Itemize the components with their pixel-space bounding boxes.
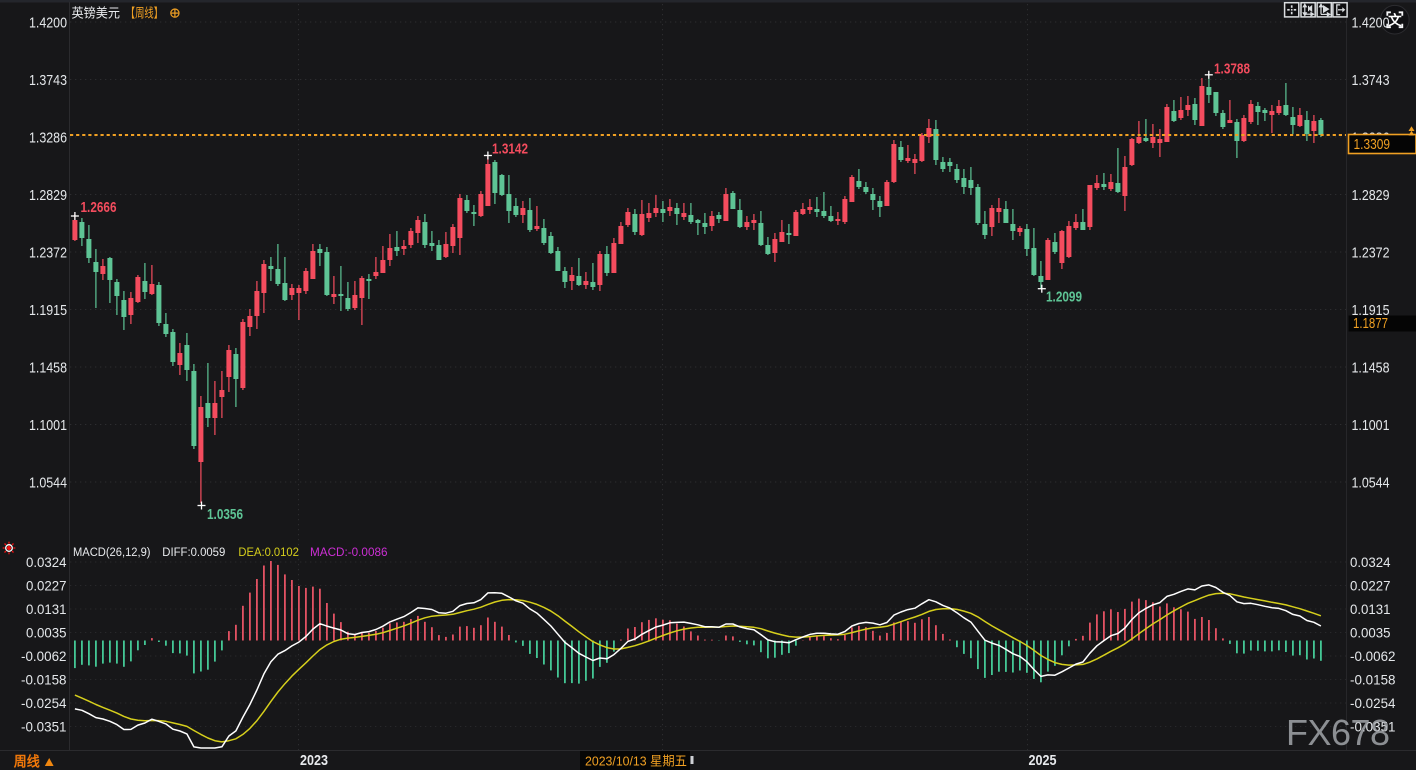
svg-text:-0.0351: -0.0351 — [1350, 719, 1396, 735]
svg-text:1.3142: 1.3142 — [492, 142, 528, 158]
svg-text:-0.0158: -0.0158 — [21, 672, 67, 688]
svg-text:1.0544: 1.0544 — [1352, 475, 1390, 492]
svg-text:1.1001: 1.1001 — [29, 417, 67, 434]
svg-text:1.1915: 1.1915 — [1352, 302, 1390, 319]
svg-text:1.2099: 1.2099 — [1046, 290, 1082, 306]
svg-text:1.1915: 1.1915 — [29, 302, 67, 319]
svg-text:1.3743: 1.3743 — [29, 72, 67, 89]
svg-text:1.1877: 1.1877 — [1353, 315, 1388, 332]
svg-text:0.0227: 0.0227 — [26, 578, 67, 594]
svg-text:1.2372: 1.2372 — [1352, 245, 1390, 262]
svg-text:1.3743: 1.3743 — [1352, 72, 1390, 89]
svg-text:1.0544: 1.0544 — [29, 475, 67, 492]
svg-text:MACD(26,12,9): MACD(26,12,9) — [73, 545, 151, 559]
svg-text:1.1458: 1.1458 — [29, 360, 67, 377]
svg-text:DIFF:0.0059: DIFF:0.0059 — [162, 545, 225, 559]
svg-text:0.0324: 0.0324 — [26, 554, 67, 570]
svg-text:1.3788: 1.3788 — [1214, 62, 1250, 78]
svg-text:-0.0351: -0.0351 — [21, 719, 67, 735]
svg-text:-0.0254: -0.0254 — [1350, 695, 1396, 711]
svg-text:-0.0062: -0.0062 — [1350, 648, 1396, 664]
svg-text:2025: 2025 — [1029, 753, 1057, 769]
svg-text:英镑美元: 英镑美元 — [72, 5, 121, 20]
svg-text:0.0131: 0.0131 — [26, 601, 67, 617]
svg-text:文: 文 — [1388, 12, 1402, 28]
svg-text:1.4200: 1.4200 — [1352, 15, 1390, 32]
svg-text:DEA:0.0102: DEA:0.0102 — [238, 545, 299, 559]
svg-text:2023/10/13 星期五: 2023/10/13 星期五 — [585, 754, 687, 769]
svg-text:FX678: FX678 — [1286, 712, 1390, 753]
svg-text:0.0131: 0.0131 — [1350, 601, 1391, 617]
svg-text:-0.0062: -0.0062 — [21, 648, 67, 664]
svg-text:0.0035: 0.0035 — [26, 625, 67, 641]
svg-text:1.0356: 1.0356 — [207, 507, 243, 523]
svg-text:1.2666: 1.2666 — [81, 200, 117, 216]
svg-text:【周线】: 【周线】 — [126, 5, 163, 20]
svg-text:1.1001: 1.1001 — [1352, 417, 1390, 434]
svg-text:1.3309: 1.3309 — [1354, 136, 1391, 153]
svg-text:1.2829: 1.2829 — [1352, 187, 1390, 204]
svg-text:1.3286: 1.3286 — [29, 130, 67, 147]
svg-text:0.0035: 0.0035 — [1350, 625, 1391, 641]
svg-text:1.1458: 1.1458 — [1352, 360, 1390, 377]
svg-text:-0.0254: -0.0254 — [21, 695, 67, 711]
svg-text:MACD:-0.0086: MACD:-0.0086 — [310, 545, 388, 559]
svg-text:1.4200: 1.4200 — [29, 15, 67, 32]
svg-text:1.2829: 1.2829 — [29, 187, 67, 204]
svg-text:周线: 周线 — [14, 754, 40, 770]
svg-text:2023: 2023 — [300, 753, 328, 769]
svg-text:0.0227: 0.0227 — [1350, 578, 1391, 594]
svg-text:0.0324: 0.0324 — [1350, 554, 1391, 570]
svg-text:-0.0158: -0.0158 — [1350, 672, 1396, 688]
svg-text:1.2372: 1.2372 — [29, 245, 67, 262]
